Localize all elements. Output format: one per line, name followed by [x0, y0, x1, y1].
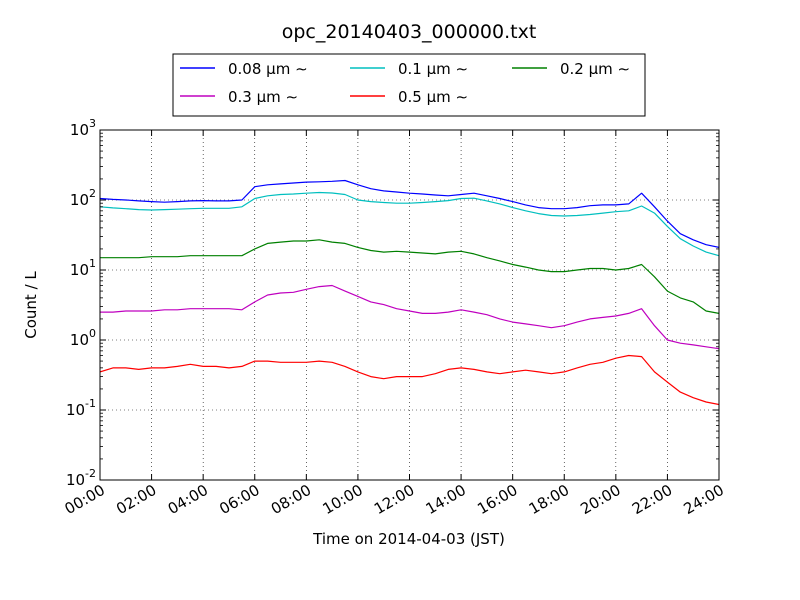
x-tick-label: 12:00	[371, 481, 417, 518]
x-tick-label: 20:00	[577, 481, 623, 518]
y-tick-label: 103	[70, 117, 96, 139]
y-tick-label: 101	[70, 257, 96, 279]
x-tick-label: 06:00	[216, 481, 262, 518]
y-tick-label: 10-2	[66, 467, 96, 489]
legend-label: 0.2 μm ∼	[560, 60, 630, 78]
x-tick-label: 18:00	[526, 481, 572, 518]
x-tick-labels: 00:00 02:00 04:00 06:00 08:00 10:00 12:00 14:00…	[62, 481, 727, 518]
legend-box	[172, 53, 646, 117]
x-tick-label: 02:00	[113, 481, 159, 518]
x-tick-label: 24:00	[681, 481, 727, 518]
x-tick-label: 04:00	[165, 481, 211, 518]
axis-ticks	[99, 129, 720, 481]
y-tick-label: 10-1	[66, 397, 96, 419]
legend-label: 0.08 μm ∼	[228, 60, 308, 78]
plot-area	[100, 130, 719, 480]
x-tick-label: 16:00	[474, 481, 520, 518]
legend-label: 0.5 μm ∼	[398, 88, 468, 106]
y-tick-label: 100	[70, 327, 96, 349]
series-line-2	[100, 191, 719, 257]
x-axis-label: Time on 2014-04-03 (JST)	[312, 530, 505, 548]
legend-label: 0.1 μm ∼	[398, 60, 468, 78]
series-line-5	[100, 354, 719, 406]
series-line-4	[100, 284, 719, 350]
chart-title: opc_20140403_000000.txt	[282, 21, 537, 43]
series-line-1	[100, 179, 719, 248]
legend-label: 0.3 μm ∼	[228, 88, 298, 106]
legend: 0.08 μm ∼ 0.1 μm ∼ 0.2 μm ∼ 0.3 μm ∼ 0.5 μm …	[172, 53, 646, 117]
y-tick-labels: 10-2 10-1 100 101 102 103	[66, 117, 96, 489]
y-tick-label: 102	[70, 187, 96, 209]
x-tick-label: 08:00	[268, 481, 314, 518]
y-axis-label: Count / L	[22, 271, 40, 339]
series-lines	[100, 179, 719, 406]
x-tick-label: 10:00	[319, 481, 365, 518]
x-tick-label: 14:00	[423, 481, 469, 518]
series-line-3	[100, 239, 719, 314]
x-tick-label: 22:00	[629, 481, 675, 518]
